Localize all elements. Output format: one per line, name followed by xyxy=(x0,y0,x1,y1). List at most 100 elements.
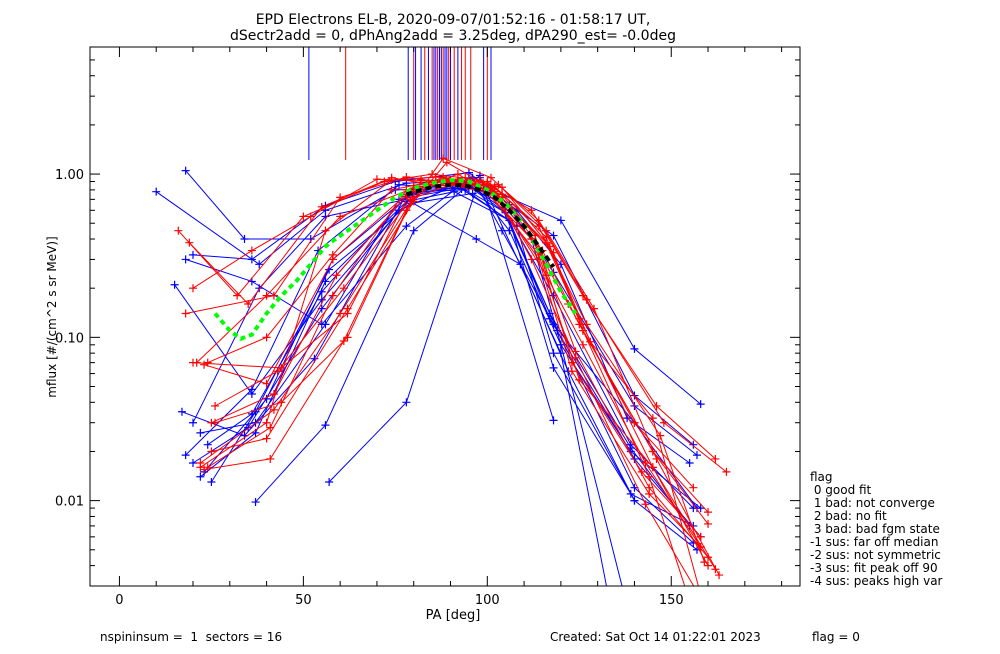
data-point xyxy=(409,226,418,235)
data-point xyxy=(339,284,348,293)
series-red-31 xyxy=(203,175,713,570)
data-point xyxy=(251,407,260,416)
data-point xyxy=(189,284,198,293)
y-tick-label: 0.10 xyxy=(55,331,84,346)
data-point xyxy=(317,202,326,211)
data-point xyxy=(247,246,256,255)
data-point xyxy=(527,255,536,264)
data-point xyxy=(534,222,543,231)
series-line xyxy=(185,178,623,586)
data-point xyxy=(575,314,584,323)
data-point xyxy=(704,519,713,528)
data-point xyxy=(189,458,198,467)
data-point xyxy=(417,175,426,184)
series-red-27 xyxy=(181,172,713,528)
series-line xyxy=(207,178,709,566)
series-line xyxy=(196,182,709,513)
data-point xyxy=(189,358,198,367)
data-point xyxy=(328,250,337,259)
data-point xyxy=(262,418,271,427)
data-point xyxy=(630,496,639,505)
data-point xyxy=(645,472,654,481)
data-point xyxy=(255,260,264,269)
series-red-24 xyxy=(207,158,709,567)
data-point xyxy=(549,231,558,240)
data-point xyxy=(262,333,271,342)
data-point xyxy=(174,226,183,235)
series-red-22 xyxy=(203,177,705,551)
data-point xyxy=(406,195,415,204)
data-point xyxy=(483,177,492,186)
series-line xyxy=(185,184,702,538)
data-point xyxy=(468,189,477,198)
series-line xyxy=(192,198,635,501)
data-point xyxy=(332,271,341,280)
legend-item: -1 sus: far off median xyxy=(810,535,938,549)
data-point xyxy=(516,260,525,269)
footer-created: Created: Sat Oct 14 01:22:01 2023 xyxy=(550,630,761,644)
data-point xyxy=(196,472,205,481)
data-point xyxy=(641,500,650,509)
data-point xyxy=(196,428,205,437)
series-line xyxy=(192,172,694,446)
legend-item: -2 sus: not symmetric xyxy=(810,548,941,562)
data-point xyxy=(152,187,161,196)
data-point xyxy=(486,173,495,182)
data-point xyxy=(704,508,713,517)
data-point xyxy=(317,287,326,296)
data-point xyxy=(336,309,345,318)
data-point xyxy=(200,360,209,369)
x-tick-label: 0 xyxy=(115,593,123,608)
series-line xyxy=(328,176,607,586)
data-point xyxy=(505,226,514,235)
data-point xyxy=(556,340,565,349)
legend-title: flag xyxy=(810,470,833,484)
legend-item: 2 bad: no fit xyxy=(810,509,887,523)
footer-sectors: nspininsum = 1 sectors = 16 xyxy=(100,630,282,644)
data-point xyxy=(704,561,713,570)
data-point xyxy=(181,309,190,318)
series-layer xyxy=(152,47,731,586)
data-point xyxy=(402,172,411,181)
data-point xyxy=(575,375,584,384)
data-point xyxy=(181,255,190,264)
data-point xyxy=(589,304,598,313)
data-point xyxy=(325,478,334,487)
data-point xyxy=(185,238,194,247)
legend-item: -4 sus: peaks high var xyxy=(810,574,943,588)
data-point xyxy=(402,398,411,407)
data-point xyxy=(402,222,411,231)
data-point xyxy=(189,250,198,259)
data-point xyxy=(177,407,186,416)
series-red-16 xyxy=(174,170,720,463)
data-point xyxy=(207,478,216,487)
series-red-30 xyxy=(189,175,698,492)
y-tick-label: 0.01 xyxy=(55,495,84,510)
data-point xyxy=(203,440,212,449)
data-point xyxy=(269,291,278,300)
data-point xyxy=(262,379,271,388)
data-point xyxy=(211,418,220,427)
data-point xyxy=(181,166,190,175)
series-blue-6 xyxy=(200,185,701,554)
data-point xyxy=(211,401,220,410)
series-red-17 xyxy=(185,173,731,476)
data-point xyxy=(266,454,275,463)
data-point xyxy=(659,418,668,427)
data-point xyxy=(328,291,337,300)
data-point xyxy=(715,571,724,580)
series-line xyxy=(214,184,716,570)
data-point xyxy=(306,212,315,221)
data-point xyxy=(630,418,639,427)
data-point xyxy=(269,405,278,414)
data-point xyxy=(299,212,308,221)
axis-layer: 0 50 100 150 0.01 0.10 1.00 xyxy=(55,46,801,608)
data-point xyxy=(692,451,701,460)
data-point xyxy=(630,344,639,353)
data-point xyxy=(262,291,271,300)
legend-item: 1 bad: not converge xyxy=(810,496,935,510)
data-point xyxy=(277,398,286,407)
data-point xyxy=(689,440,698,449)
